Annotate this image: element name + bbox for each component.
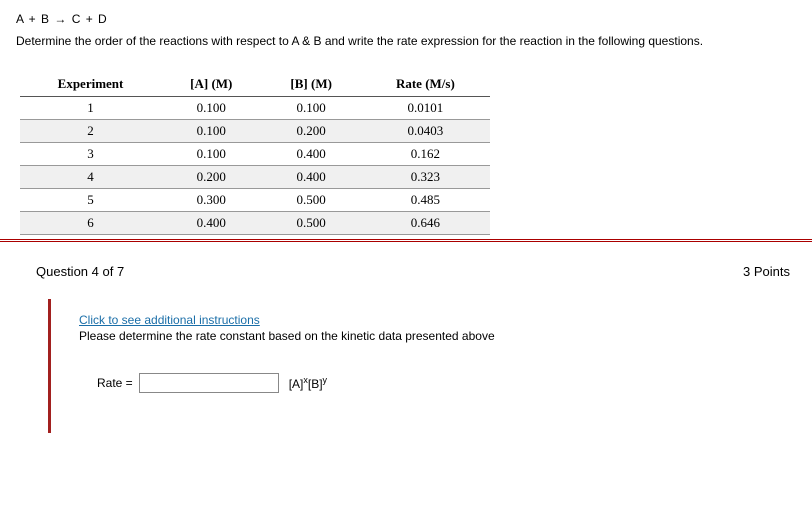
col-a: [A] (M) — [161, 72, 262, 97]
cell: 0.300 — [161, 189, 262, 212]
cell: 5 — [20, 189, 161, 212]
rate-label: Rate = — [97, 376, 133, 390]
cell: 0.400 — [262, 166, 361, 189]
table-row: 5 0.300 0.500 0.485 — [20, 189, 490, 212]
unit-b: [B] — [308, 377, 323, 391]
cell: 6 — [20, 212, 161, 235]
cell: 3 — [20, 143, 161, 166]
rate-constant-input[interactable] — [139, 373, 279, 393]
rate-input-row: Rate = [A]x[B]y — [97, 373, 776, 393]
table-row: 6 0.400 0.500 0.646 — [20, 212, 490, 235]
cell: 0.100 — [161, 143, 262, 166]
question-number-label: Question 4 of 7 — [36, 264, 124, 279]
cell: 0.485 — [361, 189, 490, 212]
cell: 0.323 — [361, 166, 490, 189]
cell: 0.162 — [361, 143, 490, 166]
question-body: Click to see additional instructions Ple… — [48, 299, 796, 433]
cell: 0.500 — [262, 212, 361, 235]
unit-b-sup: y — [323, 375, 328, 385]
question-prompt: Please determine the rate constant based… — [79, 329, 776, 343]
reaction-equation: A + B → C + D — [16, 12, 796, 26]
cell: 0.100 — [161, 120, 262, 143]
additional-instructions-link[interactable]: Click to see additional instructions — [79, 313, 776, 327]
cell: 0.0101 — [361, 97, 490, 120]
cell: 2 — [20, 120, 161, 143]
cell: 0.100 — [161, 97, 262, 120]
question-points-label: 3 Points — [743, 264, 790, 279]
question-header: Question 4 of 7 3 Points — [36, 264, 790, 279]
rate-units: [A]x[B]y — [289, 375, 327, 391]
divider-line — [0, 239, 812, 242]
cell: 0.500 — [262, 189, 361, 212]
cell: 4 — [20, 166, 161, 189]
unit-a: [A] — [289, 377, 304, 391]
cell: 0.200 — [161, 166, 262, 189]
cell: 0.100 — [262, 97, 361, 120]
table-row: 3 0.100 0.400 0.162 — [20, 143, 490, 166]
table-row: 1 0.100 0.100 0.0101 — [20, 97, 490, 120]
instruction-text: Determine the order of the reactions wit… — [16, 34, 796, 48]
cell: 1 — [20, 97, 161, 120]
table-header-row: Experiment [A] (M) [B] (M) Rate (M/s) — [20, 72, 490, 97]
cell: 0.400 — [161, 212, 262, 235]
col-b: [B] (M) — [262, 72, 361, 97]
col-rate: Rate (M/s) — [361, 72, 490, 97]
cell: 0.200 — [262, 120, 361, 143]
table-row: 4 0.200 0.400 0.323 — [20, 166, 490, 189]
table-row: 2 0.100 0.200 0.0403 — [20, 120, 490, 143]
kinetic-data-table: Experiment [A] (M) [B] (M) Rate (M/s) 1 … — [20, 72, 490, 235]
col-experiment: Experiment — [20, 72, 161, 97]
cell: 0.400 — [262, 143, 361, 166]
cell: 0.646 — [361, 212, 490, 235]
cell: 0.0403 — [361, 120, 490, 143]
